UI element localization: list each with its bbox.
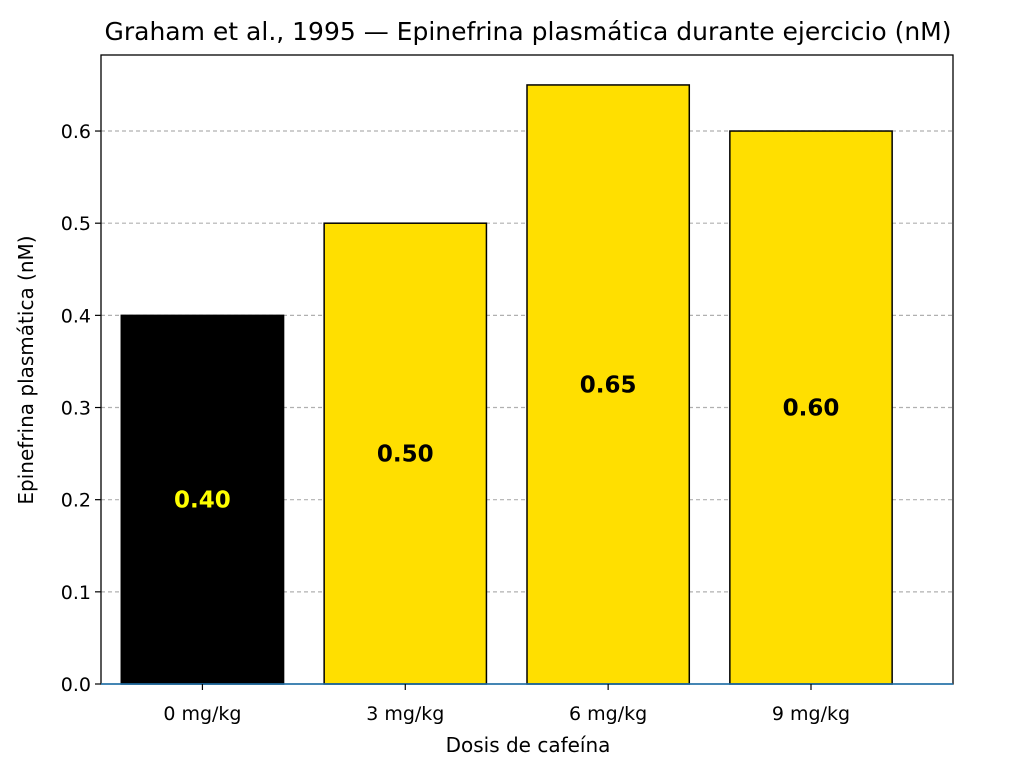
bar xyxy=(120,314,285,685)
x-tick-label: 0 mg/kg xyxy=(163,703,241,725)
data-label: 0.60 xyxy=(783,396,840,422)
y-axis-label: Epinefrina plasmática (nM) xyxy=(14,235,38,504)
bar xyxy=(729,130,893,685)
x-axis-label: Dosis de cafeína xyxy=(446,733,611,757)
data-label: 0.65 xyxy=(580,372,637,398)
x-tick-label: 9 mg/kg xyxy=(772,703,850,725)
data-labels: 0.40 0.50 0.65 0.60 xyxy=(174,372,839,513)
data-label: 0.50 xyxy=(377,442,434,468)
x-tick-label: 3 mg/kg xyxy=(366,703,444,725)
data-label: 0.40 xyxy=(174,488,231,514)
x-tick-label: 6 mg/kg xyxy=(569,703,647,725)
y-tick-label: 0.1 xyxy=(61,582,91,604)
chart-title: Graham et al., 1995 — Epinefrina plasmát… xyxy=(104,17,951,46)
y-tick-label: 0.6 xyxy=(61,121,91,143)
y-tick-label: 0.0 xyxy=(61,674,91,696)
bar xyxy=(526,84,691,685)
x-axis-ticks: 0 mg/kg 3 mg/kg 6 mg/kg 9 mg/kg xyxy=(163,684,850,725)
y-tick-label: 0.5 xyxy=(61,213,91,235)
y-tick-label: 0.4 xyxy=(61,305,91,327)
bars xyxy=(120,84,893,685)
y-tick-label: 0.3 xyxy=(61,398,91,420)
y-axis-ticks: 0.0 0.1 0.2 0.3 0.4 0.5 0.6 xyxy=(61,121,101,696)
y-tick-label: 0.2 xyxy=(61,490,91,512)
